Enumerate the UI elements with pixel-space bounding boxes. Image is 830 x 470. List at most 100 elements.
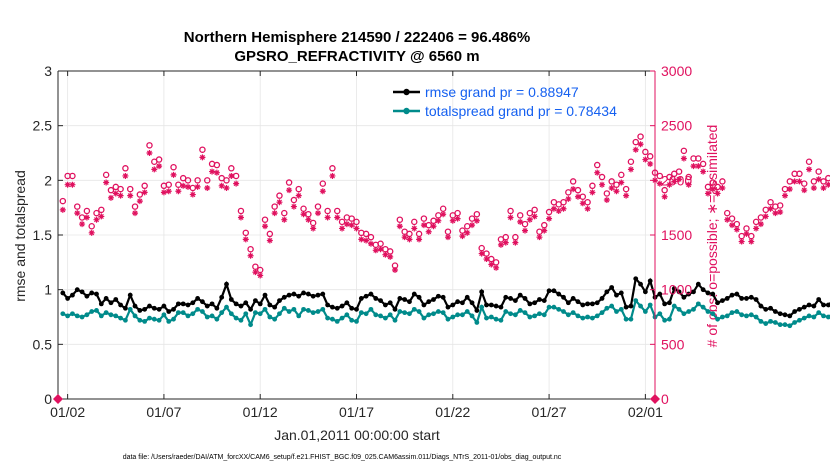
totalspread-point — [686, 309, 692, 314]
obs-assimilated-point — [377, 246, 384, 253]
obs-assimilated-point — [801, 187, 808, 194]
totalspread-point — [816, 310, 822, 316]
totalspread-point — [190, 311, 196, 317]
obs-possible-point — [83, 207, 91, 215]
obs-assimilated-point — [526, 216, 533, 223]
rmse-point — [739, 296, 745, 301]
obs-possible-point — [757, 214, 765, 221]
rmse-point — [252, 298, 258, 303]
obs-assimilated-point — [733, 226, 740, 233]
obs-possible-point — [565, 189, 572, 196]
totalspread-point — [277, 311, 282, 317]
totalspread-point — [185, 313, 191, 319]
totalspread-point — [219, 310, 225, 316]
x-tick-label: 01/27 — [532, 404, 567, 420]
obs-possible-point — [367, 233, 375, 241]
obs-possible-point — [98, 206, 105, 214]
totalspread-point — [657, 311, 663, 317]
obs-assimilated-point — [420, 222, 427, 229]
obs-possible-point — [338, 218, 346, 226]
totalspread-point — [633, 298, 639, 303]
rmse-point — [642, 289, 648, 295]
totalspread-point — [368, 306, 374, 312]
rmse-point — [334, 305, 340, 311]
totalspread-point — [426, 312, 432, 318]
totalspread-point — [267, 314, 273, 320]
obs-assimilated-point — [228, 172, 235, 179]
obs-assimilated-point — [69, 181, 76, 188]
obs-possible-point — [680, 147, 688, 155]
totalspread-point — [739, 312, 745, 318]
obs-assimilated-point — [546, 215, 553, 222]
x-tick-label: 01/22 — [435, 404, 470, 420]
totalspread-point — [474, 320, 480, 325]
obs-assimilated-point — [160, 189, 167, 196]
obs-possible-point — [228, 165, 235, 172]
rmse-point — [623, 304, 629, 310]
y-right-tick-label: 1000 — [661, 282, 692, 298]
obs-possible-point — [574, 186, 582, 194]
obs-assimilated-point — [194, 183, 201, 190]
y-right-tick-label: 1500 — [661, 227, 692, 243]
rmse-point — [137, 308, 143, 313]
obs-assimilated-point — [570, 186, 577, 193]
totalspread-point — [137, 317, 143, 323]
obs-possible-point — [261, 216, 269, 223]
rmse-point — [161, 303, 167, 309]
obs-assimilated-point — [122, 172, 129, 179]
rmse-point — [426, 299, 432, 305]
obs-assimilated-point — [483, 256, 490, 263]
obs-assimilated-point — [396, 223, 403, 230]
obs-assimilated-point — [218, 182, 225, 189]
obs-possible-point — [728, 215, 736, 222]
rmse-point — [816, 297, 822, 302]
obs-possible-point — [801, 180, 808, 187]
obs-possible-point — [762, 206, 769, 214]
obs-assimilated-point — [310, 225, 317, 232]
obs-possible-point — [473, 210, 481, 218]
obs-possible-point — [521, 220, 529, 228]
obs-possible-point — [88, 223, 95, 230]
obs-possible-point — [136, 191, 144, 198]
x-tick-label: 01/12 — [243, 404, 278, 420]
totalspread-point — [580, 315, 586, 321]
totalspread-point — [715, 316, 720, 322]
obs-possible-point — [329, 165, 336, 172]
obs-assimilated-point — [623, 192, 630, 199]
obs-assimilated-point — [550, 205, 557, 212]
obs-possible-point — [675, 168, 683, 175]
obs-possible-point — [584, 198, 591, 206]
rmse-point — [435, 293, 441, 299]
obs-assimilated-point — [286, 187, 293, 194]
rmse-point — [320, 291, 326, 297]
totalspread-point — [397, 309, 403, 314]
totalspread-point — [561, 309, 566, 314]
y-right-tick-label: 3000 — [661, 63, 692, 79]
obs-assimilated-point — [281, 216, 288, 223]
obs-assimilated-point — [599, 181, 606, 188]
rmse-point — [479, 289, 485, 295]
data-file-footnote: data file: /Users/raeder/DAI/ATM_forcXX/… — [123, 454, 562, 461]
obs-assimilated-point — [762, 213, 769, 220]
rmse-point — [657, 291, 663, 297]
totalspread-point — [416, 309, 422, 314]
totalspread-point — [599, 310, 605, 316]
obs-possible-point — [815, 168, 822, 175]
totalspread-point — [821, 313, 826, 319]
rmse-point — [806, 302, 812, 308]
obs-assimilated-point — [584, 205, 591, 212]
obs-assimilated-point — [107, 194, 114, 201]
rmse-point — [363, 293, 369, 299]
rmse-point — [460, 300, 465, 306]
rmse-point — [570, 296, 576, 301]
totalspread-point — [354, 318, 359, 324]
rmse-point — [305, 291, 311, 297]
obs-possible-point — [165, 181, 172, 188]
totalspread-point — [243, 311, 249, 317]
obs-possible-point — [122, 165, 129, 172]
totalspread-point — [89, 309, 95, 314]
totalspread-point — [556, 306, 562, 312]
rmse-point — [65, 296, 71, 301]
obs-assimilated-point — [729, 222, 736, 229]
totalspread-point — [710, 311, 716, 317]
